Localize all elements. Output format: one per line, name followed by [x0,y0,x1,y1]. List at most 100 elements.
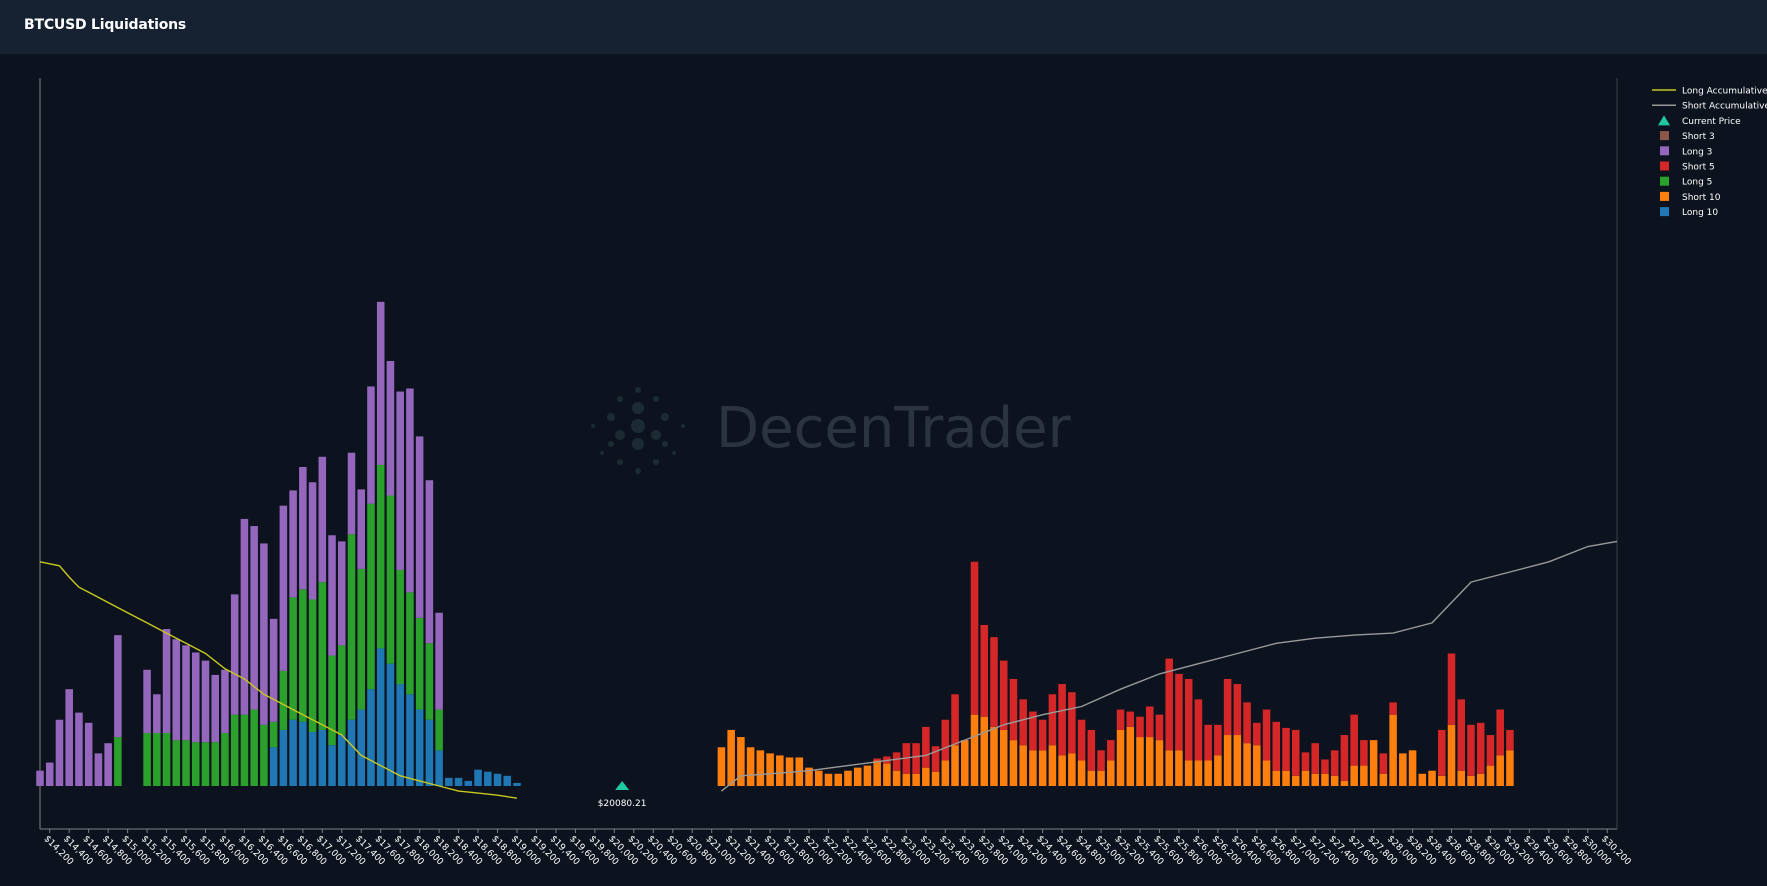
bar-short10 [1194,760,1203,786]
bar-short10 [746,747,755,786]
bar-short5 [873,758,881,761]
bar-short5 [912,743,920,774]
bar-long5 [114,737,122,786]
bar-short10 [1369,740,1378,786]
bar-short10 [1311,773,1319,786]
current-price-triangle-icon [615,781,630,790]
bar-long3 [435,612,443,710]
bar-long10 [415,709,424,786]
bar-long5 [415,617,424,710]
bar-long5 [396,569,404,685]
bar-long5 [425,643,434,720]
bar-short5 [970,561,979,715]
bar-long3 [279,505,288,671]
bar-short10 [1155,740,1164,786]
bar-long3 [94,753,103,786]
bar-short10 [756,750,765,786]
bar-long5 [162,733,171,786]
bar-short10 [873,760,881,786]
legend-label: Short Accumulative [1682,102,1767,112]
bar-short5 [1184,678,1193,761]
bar-short10 [1486,765,1495,786]
bar-short10 [1350,765,1358,786]
bar-short5 [1155,714,1164,741]
bar-long3 [240,518,249,715]
bar-short10 [1389,714,1397,786]
bar-short10 [1262,760,1271,786]
bar-short5 [1009,678,1018,741]
bar-short10 [970,714,979,786]
bar-long10 [445,777,453,786]
bar-short10 [931,771,940,786]
bar-long10 [308,731,317,786]
bar-short5 [1360,740,1368,766]
chart-area: DecenTrader $14,200 $14,400 $14,600 $14,800… [0,54,1767,882]
bar-short10 [1087,770,1096,786]
bar-long3 [84,722,93,786]
bar-short5 [1165,658,1173,751]
bar-long3 [396,391,404,570]
bar-short10 [1233,735,1242,786]
bar-short5 [1253,722,1261,746]
bar-short10 [1379,773,1388,786]
bar-short5 [1311,743,1319,774]
bar-short5 [931,746,940,772]
bar-short5 [1058,684,1066,756]
bar-short10 [1321,773,1329,786]
legend-swatch-box [1660,207,1669,217]
bar-long5 [338,645,346,736]
bar-short5 [1068,692,1076,754]
bar-short10 [1496,755,1504,786]
bar-short10 [1145,737,1154,786]
bar-short10 [1029,750,1037,786]
bar-long3 [114,635,122,738]
bar-long5 [211,742,219,786]
bar-short10 [844,770,852,786]
bar-long10 [513,782,521,786]
bar-short5 [1136,716,1144,738]
bar-short10 [863,765,872,786]
bar-long10 [367,689,375,786]
bar-short10 [1058,755,1066,786]
bar-long5 [201,742,210,786]
bar-long10 [474,769,482,786]
bar-long5 [328,655,336,746]
bar-long3 [376,301,385,465]
bar-long10 [464,780,473,786]
bar-long10 [454,777,463,786]
liquidations-chart[interactable]: DecenTrader $14,200$14,400$14,600$14,800… [0,54,1767,882]
bar-long3 [221,669,229,733]
bar-short10 [815,770,823,786]
bar-long5 [250,709,258,786]
bar-short10 [999,729,1008,786]
bar-short5 [1486,735,1495,766]
bar-short5 [1350,714,1358,766]
bar-short10 [883,763,891,786]
bar-long10 [493,773,502,786]
bar-short10 [961,740,969,786]
bar-short5 [1077,719,1086,761]
bar-short10 [1009,740,1018,786]
bar-long10 [435,750,443,786]
bar-long3 [386,360,395,496]
bar-long3 [75,712,83,786]
bar-long10 [269,747,278,786]
bar-short5 [1048,694,1057,746]
bar-short10 [1048,745,1057,786]
bar-long10 [406,694,414,786]
bar-long5 [308,599,317,732]
bar-short5 [1467,724,1475,776]
bar-long3 [415,436,424,618]
bar-long5 [435,709,443,751]
bar-short10 [1282,770,1290,786]
bar-short10 [1097,770,1105,786]
bar-long5 [172,740,181,786]
bar-short10 [717,747,726,786]
legend-label: Long 10 [1682,208,1718,218]
legend-triangle-icon [1658,115,1670,126]
bar-short5 [1029,711,1037,751]
bar-long3 [65,689,73,786]
bar-long3 [36,770,44,786]
bar-long10 [318,729,327,786]
bar-long5 [406,592,414,695]
